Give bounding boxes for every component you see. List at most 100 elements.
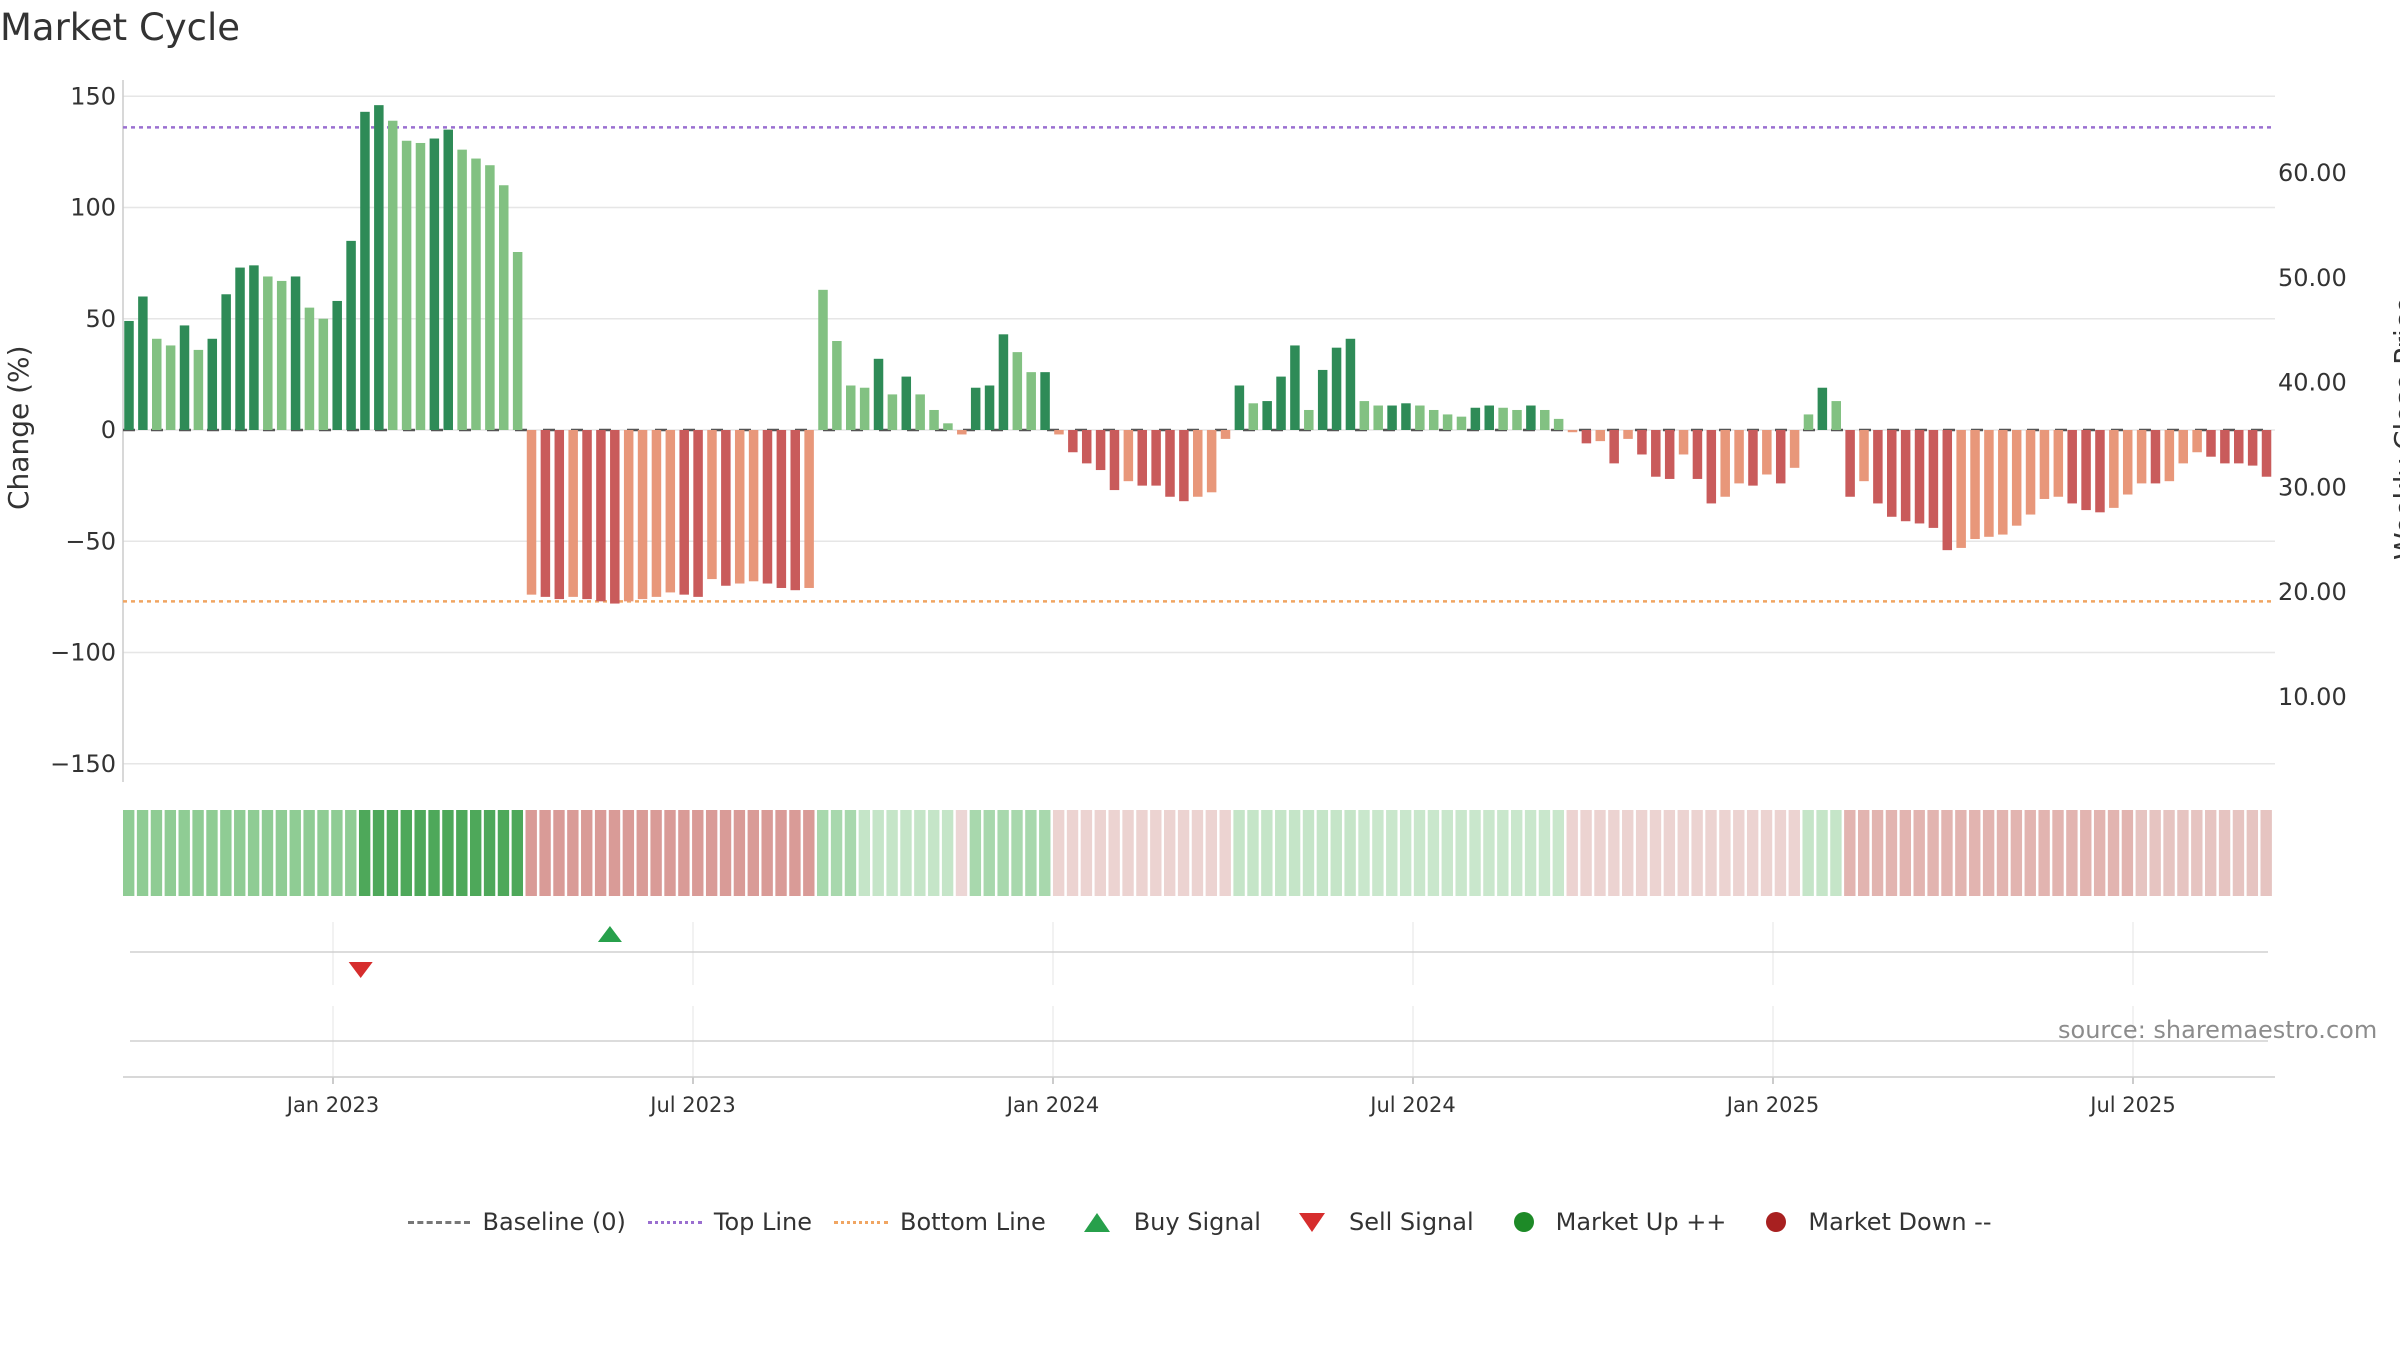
bar	[1276, 376, 1286, 430]
strength-cell	[1719, 810, 1731, 896]
bar	[1942, 430, 1953, 551]
x-tick-label: Jul 2025	[2088, 1093, 2175, 1117]
strength-cell	[317, 810, 329, 896]
strength-cell	[1580, 810, 1592, 896]
circle-icon	[1766, 1212, 1787, 1232]
legend-item-baseline[interactable]: Baseline (0)	[408, 1208, 626, 1236]
strength-cell	[1955, 810, 1967, 896]
strength-cell	[206, 810, 218, 896]
bar	[1873, 430, 1883, 504]
strength-cell	[997, 810, 1009, 896]
bar	[846, 385, 856, 430]
strength-cell	[247, 810, 260, 896]
bar	[429, 138, 440, 430]
strength-cell	[2135, 810, 2147, 896]
bar	[651, 430, 662, 597]
bar	[873, 358, 884, 430]
bar	[2025, 430, 2036, 515]
strength-cell	[1622, 810, 1634, 896]
legend-item-market-down[interactable]: Market Down --	[1748, 1208, 1992, 1236]
strength-cell	[1386, 810, 1398, 896]
bar	[1914, 430, 1925, 524]
strength-cell	[872, 810, 884, 896]
bar	[1928, 430, 1939, 528]
bar	[1692, 430, 1703, 479]
bar	[818, 289, 828, 430]
bar	[1970, 430, 1980, 540]
strength-cell	[941, 810, 954, 896]
strength-cell	[1302, 810, 1315, 896]
x-tick-label: Jan 2024	[1005, 1093, 1100, 1117]
strength-cell	[1635, 810, 1648, 896]
strength-cell	[1594, 810, 1606, 896]
bar	[1984, 430, 1994, 537]
bar	[2192, 430, 2202, 453]
legend-label-sell-signal: Sell Signal	[1348, 1208, 1474, 1236]
strength-cell	[1802, 810, 1814, 896]
bar	[984, 385, 995, 430]
bar	[1540, 409, 1550, 430]
bar	[2206, 430, 2216, 457]
dotted-line-icon	[834, 1220, 889, 1224]
bar	[1623, 430, 1633, 439]
strength-cell	[1524, 810, 1537, 896]
strength-cell	[331, 810, 343, 896]
bar	[1234, 385, 1245, 430]
strength-cell	[1150, 810, 1162, 896]
bar	[179, 325, 190, 430]
strength-cell	[1927, 810, 1939, 896]
strength-cell	[1247, 810, 1259, 896]
strength-cell	[1344, 810, 1356, 896]
bar	[776, 430, 787, 588]
strength-cell	[1663, 810, 1676, 896]
bar	[887, 394, 898, 430]
bar	[1401, 403, 1411, 430]
legend-item-market-up[interactable]: Market Up ++	[1496, 1208, 1726, 1236]
strength-cell	[1052, 810, 1065, 896]
strength-cell	[636, 810, 648, 896]
bar	[1775, 430, 1786, 484]
strength-cell	[2218, 810, 2231, 896]
strength-cell	[955, 810, 968, 896]
legend-item-top-line[interactable]: Top Line	[647, 1208, 812, 1236]
chart-title: Market Cycle	[0, 6, 241, 49]
bar	[1220, 430, 1231, 439]
bar	[152, 338, 162, 430]
strength-cell	[747, 810, 759, 896]
bar	[1762, 430, 1772, 475]
strength-cell	[622, 810, 635, 896]
strength-cell	[386, 810, 399, 896]
legend-item-buy-signal[interactable]: Buy Signal	[1068, 1208, 1261, 1236]
y-tick-label: 150	[70, 82, 116, 110]
dash-line-icon	[408, 1220, 471, 1224]
strength-cell	[136, 810, 149, 896]
bar	[2109, 430, 2119, 508]
strength-cell	[830, 810, 843, 896]
strength-cell	[1871, 810, 1884, 896]
bar	[1123, 430, 1134, 482]
bar	[2095, 430, 2105, 513]
strength-cell	[1275, 810, 1287, 896]
bar	[1081, 430, 1092, 464]
y-tick-label: 50	[85, 305, 116, 333]
strength-cell	[678, 810, 690, 896]
strength-cell	[525, 810, 537, 896]
strength-cell	[775, 810, 787, 896]
strength-cell	[1191, 810, 1204, 896]
y2-tick-label: 10.00	[2278, 683, 2347, 711]
strength-cell	[789, 810, 801, 896]
strength-cell	[2093, 810, 2106, 896]
legend-item-bottom-line[interactable]: Bottom Line	[834, 1208, 1046, 1236]
strength-cell	[178, 810, 190, 896]
bar	[401, 140, 412, 430]
bar	[943, 423, 953, 430]
strength-cell	[1566, 810, 1578, 896]
bar	[734, 430, 745, 584]
strength-cell	[275, 810, 288, 896]
legend-item-sell-signal[interactable]: Sell Signal	[1283, 1208, 1474, 1236]
bar	[1595, 430, 1606, 442]
y2-tick-label: 50.00	[2278, 264, 2347, 292]
strength-cell	[719, 810, 732, 896]
bar	[1040, 372, 1050, 430]
